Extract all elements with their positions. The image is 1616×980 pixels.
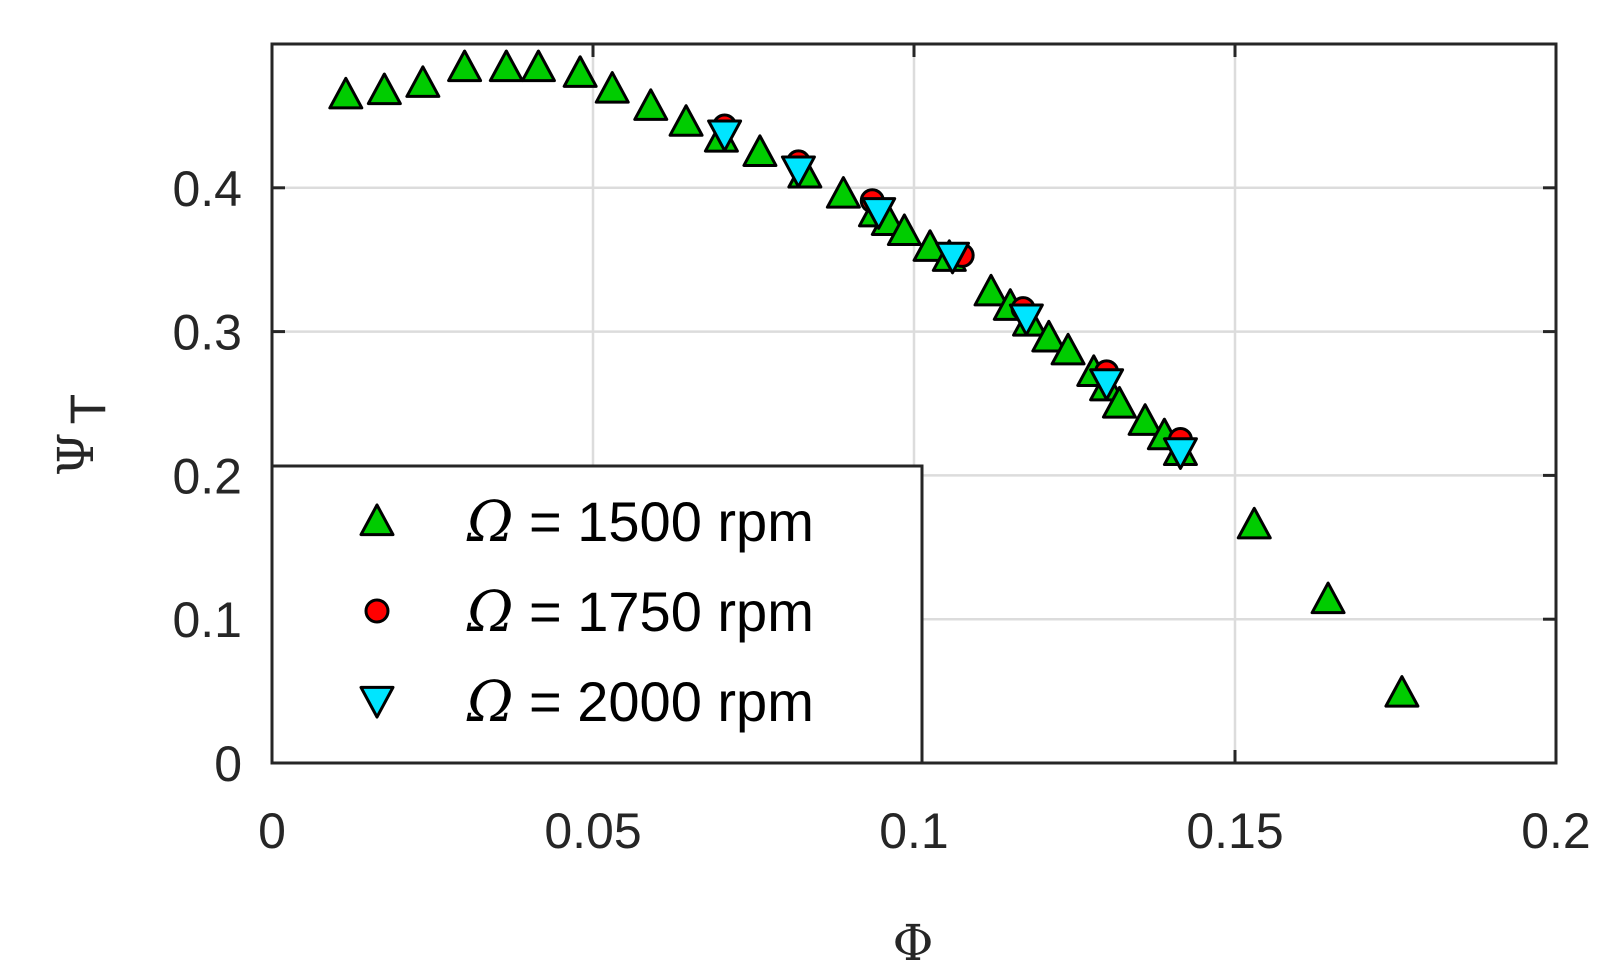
series-3	[707, 119, 1198, 470]
legend-marker	[359, 685, 395, 719]
data-point	[1008, 303, 1044, 337]
legend-label-symbol: Ω	[466, 670, 513, 735]
data-point	[1101, 386, 1137, 419]
tick-labels: 0 0.05 0.1 0.15 0.2 0 0.1 0.2 0.3 0.4	[172, 161, 1590, 859]
x-tick-label: 0.05	[544, 803, 641, 859]
data-point	[1384, 675, 1420, 708]
data-point	[1127, 403, 1163, 436]
data-point	[520, 49, 556, 83]
legend-label: Ω = 2000 rpm	[466, 670, 814, 735]
data-point	[1236, 506, 1272, 540]
legend-label: Ω = 1750 rpm	[466, 580, 814, 645]
y-axis-label: ΨT	[47, 394, 116, 476]
y-axis-label-symbol: Ψ	[47, 432, 105, 476]
data-point	[742, 134, 778, 167]
legend-entry: Ω = 1750 rpm	[364, 580, 814, 645]
legend-label: Ω = 1500 rpm	[466, 490, 814, 555]
legend-label-symbol: Ω	[466, 490, 513, 555]
y-tick-label: 0	[214, 736, 242, 792]
data-point	[1310, 581, 1346, 615]
legend-entry: Ω = 2000 rpm	[359, 670, 814, 735]
data-point	[668, 104, 704, 137]
data-point	[780, 155, 816, 189]
legend-label-text: = 1500 rpm	[513, 490, 813, 553]
data-point	[594, 71, 630, 104]
legend-label-text: = 2000 rpm	[513, 670, 813, 733]
data-point	[366, 72, 402, 106]
data-point	[447, 49, 483, 83]
data-point	[935, 241, 971, 275]
data-point	[886, 213, 922, 247]
data-point	[973, 273, 1009, 307]
data-point	[707, 119, 743, 153]
x-tick-label: 0.1	[879, 803, 949, 859]
legend-entry: Ω = 1500 rpm	[359, 490, 814, 555]
data-point	[405, 65, 441, 98]
data-point	[825, 176, 861, 209]
data-point	[861, 197, 897, 230]
data-point	[1162, 437, 1198, 470]
data-point	[488, 49, 524, 83]
data-point	[562, 55, 598, 88]
legend-marker	[364, 598, 390, 624]
y-tick-label: 0.1	[172, 592, 242, 648]
legend-label-symbol: Ω	[466, 580, 513, 645]
y-tick-label: 0.4	[172, 161, 242, 217]
legend-marker	[359, 503, 395, 537]
x-tick-label: 0.2	[1521, 803, 1591, 859]
y-axis-label-group: ΨT	[47, 394, 116, 476]
data-point	[328, 76, 364, 110]
y-axis-label-subscript: T	[60, 394, 116, 425]
data-point	[1031, 319, 1067, 353]
x-axis-label: Φ	[893, 914, 934, 972]
y-tick-label: 0.3	[172, 305, 242, 361]
x-tick-label: 0	[258, 803, 286, 859]
y-tick-label: 0.2	[172, 448, 242, 504]
data-series-layer	[328, 49, 1420, 708]
legend-label-text: = 1750 rpm	[513, 580, 813, 643]
data-point	[633, 88, 669, 121]
data-point	[1050, 332, 1086, 366]
data-point	[1089, 368, 1125, 401]
x-tick-label: 0.15	[1186, 803, 1283, 859]
